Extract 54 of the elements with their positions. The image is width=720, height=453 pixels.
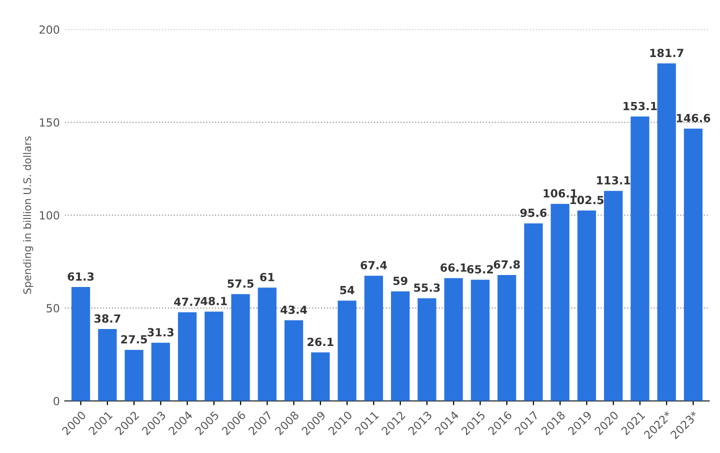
bar	[684, 128, 703, 401]
data-label: 66.1	[440, 263, 467, 272]
bar	[258, 288, 276, 401]
bar	[124, 350, 144, 401]
bar	[178, 312, 197, 401]
bar	[550, 204, 570, 401]
data-label: 106.1	[544, 189, 577, 198]
bar	[338, 300, 356, 401]
data-label: 54	[340, 286, 354, 294]
bar	[204, 312, 224, 401]
data-label: 61.3	[68, 272, 94, 281]
bar	[231, 294, 250, 401]
data-label: 47.7	[174, 298, 200, 306]
bar	[524, 223, 543, 401]
data-label: 113.1	[597, 176, 630, 185]
bar	[390, 291, 410, 401]
data-label: 48.1	[200, 296, 227, 306]
data-label: 59	[393, 276, 408, 286]
bar	[470, 280, 490, 401]
data-label: 153.1	[624, 102, 657, 110]
data-label: 181.7	[650, 48, 684, 58]
bar	[657, 63, 676, 401]
bar	[577, 210, 596, 401]
y-tick-label: 200	[40, 25, 60, 34]
y-tick-label: 50	[46, 304, 60, 312]
data-label: 31.3	[148, 328, 174, 336]
data-label: 57.5	[228, 280, 254, 288]
data-label: 55.3	[414, 283, 440, 292]
data-label: 67.8	[494, 260, 520, 269]
bar	[364, 276, 384, 401]
bar	[604, 190, 623, 401]
data-label: 43.4	[280, 306, 307, 314]
data-label: 65.2	[467, 265, 493, 274]
data-label: 67.4	[360, 261, 387, 270]
data-label: 146.6	[676, 114, 710, 122]
bar	[418, 298, 436, 401]
bar	[98, 329, 117, 401]
data-label: 27.5	[121, 335, 147, 344]
bar	[498, 274, 516, 401]
bar	[151, 342, 170, 401]
data-label: 38.7	[94, 314, 120, 323]
data-label: 102.5	[570, 196, 604, 204]
y-axis-title: Spending in billion U.S. dollars	[23, 136, 34, 294]
data-label: 95.6	[520, 208, 547, 218]
data-label: 61	[260, 272, 274, 282]
y-tick-label: 100	[40, 211, 60, 220]
data-label: 26.1	[308, 338, 334, 346]
y-tick-label: 0	[54, 396, 60, 406]
bar	[444, 278, 463, 401]
bar	[311, 352, 330, 401]
bar	[284, 320, 304, 401]
bar	[630, 116, 650, 401]
bar	[71, 287, 90, 401]
y-tick-label: 150	[40, 118, 60, 127]
